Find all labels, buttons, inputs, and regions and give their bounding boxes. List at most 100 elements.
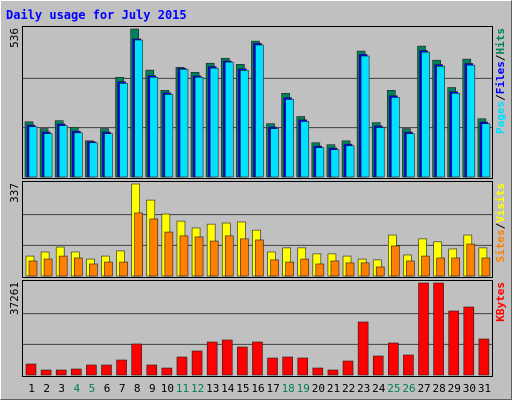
bar bbox=[28, 126, 38, 178]
bar bbox=[391, 245, 400, 277]
bar bbox=[267, 357, 278, 376]
legend: Sites/Visits bbox=[494, 183, 507, 263]
bar bbox=[224, 61, 234, 178]
legend-entry: KBytes bbox=[494, 282, 507, 322]
bar bbox=[149, 77, 159, 178]
y-tick-label: 536 bbox=[8, 28, 21, 48]
x-tick-label: 26 bbox=[402, 382, 415, 395]
x-tick-label: 1 bbox=[28, 382, 35, 395]
bar bbox=[176, 356, 188, 376]
bar bbox=[481, 123, 491, 178]
x-tick-label: 22 bbox=[342, 382, 355, 395]
x-tick-label: 3 bbox=[58, 382, 65, 395]
bar bbox=[28, 260, 38, 277]
bar bbox=[312, 367, 324, 376]
chart-title: Daily usage for July 2015 bbox=[6, 8, 187, 22]
x-tick-label: 14 bbox=[221, 382, 235, 395]
x-tick-label: 31 bbox=[478, 382, 491, 395]
bar bbox=[357, 321, 369, 376]
bar bbox=[391, 97, 400, 178]
bar bbox=[149, 218, 159, 277]
bar bbox=[70, 368, 82, 376]
x-tick-label: 9 bbox=[149, 382, 156, 395]
x-tick-label: 20 bbox=[312, 382, 325, 395]
bar bbox=[43, 133, 53, 178]
bar bbox=[466, 64, 476, 178]
bar bbox=[25, 363, 37, 376]
bar bbox=[116, 359, 127, 376]
bar bbox=[89, 142, 98, 178]
bar bbox=[345, 262, 355, 277]
bar bbox=[252, 341, 263, 376]
bar bbox=[89, 263, 98, 277]
legend-entry: Visits bbox=[494, 183, 507, 223]
x-tick-label: 5 bbox=[89, 382, 96, 395]
bar bbox=[330, 260, 340, 277]
x-tick-label: 25 bbox=[387, 382, 400, 395]
bar bbox=[86, 364, 97, 376]
bar bbox=[209, 240, 219, 277]
bar bbox=[194, 77, 204, 178]
bar bbox=[237, 346, 248, 376]
bar bbox=[43, 258, 53, 277]
bar bbox=[342, 360, 354, 376]
y-tick-label: 337 bbox=[8, 183, 21, 203]
bar bbox=[270, 259, 279, 277]
bar bbox=[436, 65, 445, 178]
bar bbox=[375, 127, 385, 178]
bar bbox=[161, 367, 173, 376]
bar bbox=[403, 354, 414, 376]
bar bbox=[360, 55, 370, 178]
legend-separator: / bbox=[494, 222, 507, 229]
bar bbox=[131, 343, 142, 376]
x-tick-label: 8 bbox=[134, 382, 141, 395]
bar bbox=[221, 339, 233, 376]
x-tick-label: 21 bbox=[327, 382, 340, 395]
x-tick-label: 12 bbox=[191, 382, 204, 395]
legend-entry: Files bbox=[494, 61, 507, 94]
bar bbox=[315, 263, 325, 277]
x-tick-label: 4 bbox=[74, 382, 81, 395]
bar bbox=[451, 93, 461, 178]
bar bbox=[255, 44, 264, 178]
bar bbox=[466, 243, 476, 277]
legend: Pages/Files/Hits bbox=[494, 28, 507, 134]
bar bbox=[119, 83, 128, 178]
x-tick-label: 6 bbox=[104, 382, 111, 395]
bar bbox=[101, 364, 112, 376]
bar bbox=[406, 260, 415, 277]
bar bbox=[164, 231, 174, 277]
x-tick-label: 24 bbox=[372, 382, 386, 395]
bar bbox=[375, 266, 385, 277]
bar bbox=[134, 39, 143, 178]
bar bbox=[330, 149, 340, 178]
bar bbox=[224, 235, 234, 277]
bar bbox=[146, 364, 158, 376]
legend: KBytes bbox=[494, 282, 507, 322]
x-tick-label: 13 bbox=[206, 382, 219, 395]
bar bbox=[327, 369, 339, 376]
bar bbox=[315, 147, 325, 178]
bar bbox=[240, 70, 249, 178]
bar bbox=[481, 257, 491, 277]
bar bbox=[388, 342, 399, 376]
bar bbox=[73, 257, 83, 277]
bar bbox=[448, 310, 460, 376]
bar bbox=[406, 133, 415, 178]
bar bbox=[240, 238, 249, 277]
bar bbox=[209, 67, 219, 178]
legend-separator: / bbox=[494, 54, 507, 61]
x-tick-label: 16 bbox=[251, 382, 264, 395]
bar bbox=[73, 132, 83, 178]
legend-separator: / bbox=[494, 94, 507, 101]
bar bbox=[255, 239, 264, 277]
bar bbox=[282, 356, 293, 376]
x-tick-label: 18 bbox=[282, 382, 295, 395]
bar bbox=[194, 236, 204, 277]
bar bbox=[104, 133, 113, 178]
bar bbox=[297, 357, 309, 376]
x-tick-label: 11 bbox=[176, 382, 189, 395]
x-tick-label: 7 bbox=[119, 382, 126, 395]
